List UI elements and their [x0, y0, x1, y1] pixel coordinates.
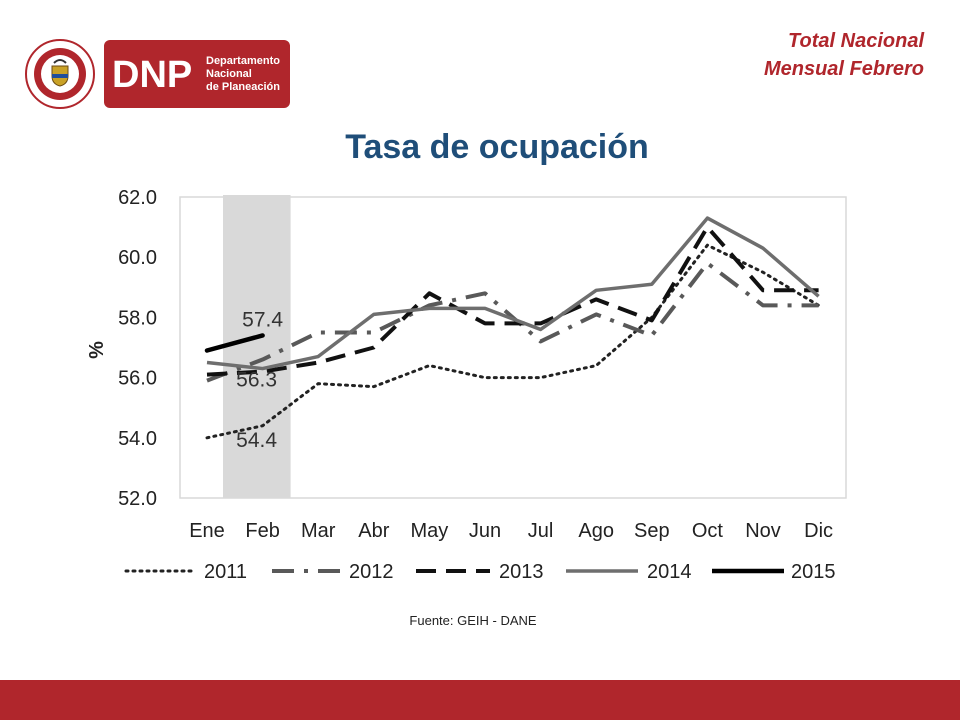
legend-label-2015: 2015 — [791, 561, 836, 583]
x-tick-label: Ago — [578, 520, 614, 542]
y-tick-label: 60.0 — [118, 247, 157, 269]
y-axis-label: % — [86, 341, 108, 359]
legend-label-2012: 2012 — [349, 561, 394, 583]
x-tick-label: Jul — [528, 520, 554, 542]
series-line-2015 — [204, 333, 265, 353]
dnp-acronym: DNP — [112, 54, 192, 96]
data-label: 56.3 — [236, 369, 277, 392]
series-line-2014 — [206, 216, 820, 371]
data-label: 54.4 — [236, 429, 277, 452]
series-line-2011 — [205, 243, 821, 440]
y-tick-label: 54.0 — [118, 428, 157, 450]
y-tick-label: 58.0 — [118, 307, 157, 329]
x-tick-label: Nov — [745, 520, 781, 542]
y-tick-label: 62.0 — [118, 187, 157, 209]
x-tick-label: Dic — [804, 520, 833, 542]
data-label: 57.4 — [242, 308, 283, 331]
x-tick-label: Jun — [469, 520, 501, 542]
dnp-logo-box — [104, 40, 290, 108]
dnp-name-line-1: Departamento — [206, 55, 280, 67]
x-tick-label: Oct — [692, 520, 724, 542]
occupation-rate-chart: 62.0 60.0 58.0 56.0 54.0 52.0% Ene Feb Mar Abr May… — [86, 187, 847, 583]
y-tick-label: 52.0 — [118, 488, 157, 510]
legend-label-2013: 2013 — [499, 561, 544, 583]
legend-label-2014: 2014 — [647, 561, 692, 583]
x-tick-label: Mar — [301, 520, 336, 542]
series-line-2013 — [206, 225, 819, 377]
x-tick-label: Feb — [245, 520, 279, 542]
x-tick-label: Sep — [634, 520, 670, 542]
x-tick-label: Abr — [358, 520, 389, 542]
plot-area-frame — [179, 196, 847, 499]
x-tick-label: Ene — [189, 520, 225, 542]
scope-label: Total Nacional Mensual Febrero — [764, 27, 924, 83]
dnp-logo: DNP Departamento Nacional de Planeación — [25, 39, 290, 109]
footer-bar — [0, 680, 960, 720]
y-tick-label: 56.0 — [118, 368, 157, 390]
highlight-band — [223, 195, 291, 498]
scope-line-2: Mensual Febrero — [763, 58, 924, 80]
scope-line-1: Total Nacional — [788, 30, 924, 52]
chart-title: Tasa de ocupación — [345, 128, 649, 166]
legend-label-2011: 2011 — [204, 561, 247, 583]
source-note: Fuente: GEIH - DANE — [409, 613, 537, 628]
colombia-seal-icon — [25, 39, 95, 109]
x-tick-label: May — [411, 520, 449, 542]
dnp-name-line-2: Nacional — [206, 68, 252, 80]
dnp-name-line-3: de Planeación — [206, 81, 280, 93]
